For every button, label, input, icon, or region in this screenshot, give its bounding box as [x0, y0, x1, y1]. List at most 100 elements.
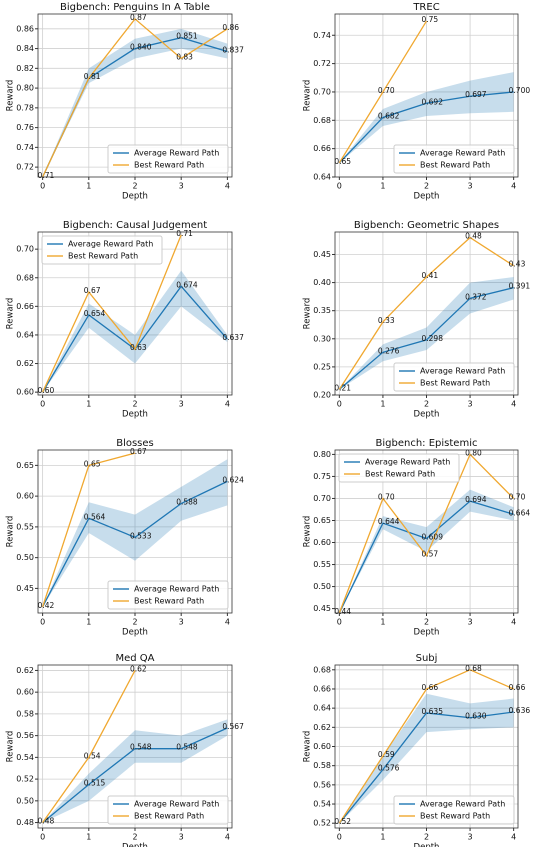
- x-tick-label: 0: [40, 400, 45, 409]
- series-line: [42, 480, 228, 608]
- value-label: 0.276: [378, 346, 400, 355]
- legend-box: [393, 795, 515, 825]
- value-label: 0.33: [378, 316, 395, 325]
- y-tick-label: 0.80: [313, 450, 331, 459]
- value-label: 0.548: [176, 743, 198, 752]
- series-line: [338, 236, 514, 390]
- value-label: 0.21: [334, 383, 351, 392]
- x-tick-label: 3: [179, 618, 184, 627]
- legend-label: Best Reward Path: [420, 379, 490, 388]
- value-label: 0.42: [38, 601, 55, 610]
- value-label: 0.87: [130, 13, 147, 22]
- y-tick-label: 0.72: [313, 59, 331, 68]
- y-tick-label: 0.64: [313, 704, 331, 713]
- value-label: 0.65: [334, 157, 351, 166]
- legend-label: Best Reward Path: [134, 161, 204, 170]
- value-label: 0.57: [422, 550, 439, 559]
- value-label: 0.851: [176, 32, 198, 41]
- chart: Bigbench: Causal JudgementDepthReward0.6…: [6, 220, 245, 420]
- x-tick-label: 0: [337, 618, 342, 627]
- x-axis-label: Depth: [414, 192, 440, 202]
- y-tick-label: 0.50: [313, 582, 331, 591]
- y-tick-label: 0.60: [313, 538, 331, 547]
- y-tick-label: 0.48: [16, 818, 34, 827]
- x-tick-label: 0: [337, 400, 342, 409]
- series-line: [338, 453, 515, 614]
- x-tick-label: 1: [380, 618, 385, 627]
- y-axis-label: Reward: [303, 731, 313, 763]
- x-tick-label: 1: [86, 182, 91, 191]
- value-label: 0.67: [130, 447, 147, 456]
- plot-frame: [37, 664, 233, 829]
- x-tick-label: 3: [468, 400, 473, 409]
- value-label: 0.65: [84, 459, 101, 468]
- y-tick-label: 0.45: [313, 250, 331, 259]
- legend-label: Best Reward Path: [134, 597, 204, 606]
- legend-label: Best Reward Path: [68, 252, 138, 261]
- y-tick-label: 0.60: [16, 492, 34, 501]
- value-label: 0.44: [334, 607, 351, 616]
- y-tick-label: 0.68: [313, 665, 331, 674]
- confidence-band: [42, 719, 228, 823]
- y-tick-label: 0.60: [313, 742, 331, 751]
- x-tick-label: 1: [380, 400, 385, 409]
- y-tick-label: 0.35: [313, 306, 331, 315]
- plot-frame: [334, 231, 519, 396]
- chart: TREC Depth Reward 0.64 0.66 0.68 0.70 0.72 0.74 0…: [303, 2, 531, 202]
- y-tick-label: 0.62: [16, 359, 34, 368]
- confidence-band: [339, 72, 514, 163]
- y-axis-label: Reward: [6, 731, 16, 763]
- value-label: 0.637: [222, 333, 244, 342]
- value-label: 0.298: [422, 334, 444, 343]
- y-tick-label: 0.76: [16, 123, 34, 132]
- x-tick-label: 1: [86, 833, 91, 842]
- plot-frame: [334, 449, 519, 614]
- value-label: 0.564: [84, 512, 106, 521]
- y-axis-label: Reward: [303, 80, 313, 112]
- y-tick-label: 0.56: [16, 731, 34, 740]
- x-tick-label: 3: [179, 400, 184, 409]
- value-label: 0.624: [222, 475, 244, 484]
- x-tick-label: 2: [424, 618, 429, 627]
- x-tick-label: 2: [132, 618, 137, 627]
- value-label: 0.41: [422, 271, 439, 280]
- x-axis-label: Depth: [122, 410, 148, 420]
- y-tick-label: 0.54: [313, 800, 331, 809]
- x-axis-label: Depth: [122, 192, 148, 202]
- chart-title: Med QA: [115, 653, 154, 664]
- y-tick-label: 0.52: [16, 775, 34, 784]
- x-tick-label: 4: [511, 400, 516, 409]
- chart: Med QA Depth Reward 0.48 0.50 0.52 0.54 0.56 0.5…: [6, 653, 245, 847]
- x-tick-label: 2: [132, 182, 137, 191]
- y-tick-label: 0.25: [313, 362, 331, 371]
- y-tick-label: 0.52: [313, 819, 331, 828]
- legend-box: [107, 795, 229, 825]
- legend-box: [107, 580, 229, 610]
- y-tick-label: 0.45: [16, 584, 34, 593]
- value-label: 0.682: [378, 111, 400, 120]
- x-tick-label: 3: [468, 833, 473, 842]
- y-tick-label: 0.55: [16, 522, 34, 531]
- value-label: 0.63: [130, 343, 147, 352]
- value-label: 0.664: [509, 508, 531, 517]
- y-tick-label: 0.58: [16, 709, 34, 718]
- legend-label: Average Reward Path: [134, 585, 219, 594]
- y-tick-label: 0.65: [313, 516, 331, 525]
- series-line: [338, 500, 514, 614]
- legend-label: Average Reward Path: [365, 458, 450, 467]
- legend-label: Average Reward Path: [134, 149, 219, 158]
- y-tick-label: 0.58: [313, 761, 331, 770]
- plot-frame: [334, 664, 519, 829]
- confidence-band: [339, 489, 514, 613]
- y-tick-label: 0.80: [16, 84, 34, 93]
- y-tick-label: 0.45: [313, 604, 331, 613]
- value-label: 0.83: [176, 52, 193, 61]
- x-tick-label: 0: [337, 833, 342, 842]
- x-tick-label: 1: [380, 182, 385, 191]
- y-tick-label: 0.84: [16, 44, 34, 53]
- x-tick-label: 1: [86, 618, 91, 627]
- y-tick-label: 0.65: [16, 461, 34, 470]
- chart: Bigbench: Geometric Shapes Depth Reward 0.2…: [303, 220, 531, 420]
- y-tick-label: 0.54: [16, 753, 34, 762]
- legend-label: Average Reward Path: [420, 149, 505, 158]
